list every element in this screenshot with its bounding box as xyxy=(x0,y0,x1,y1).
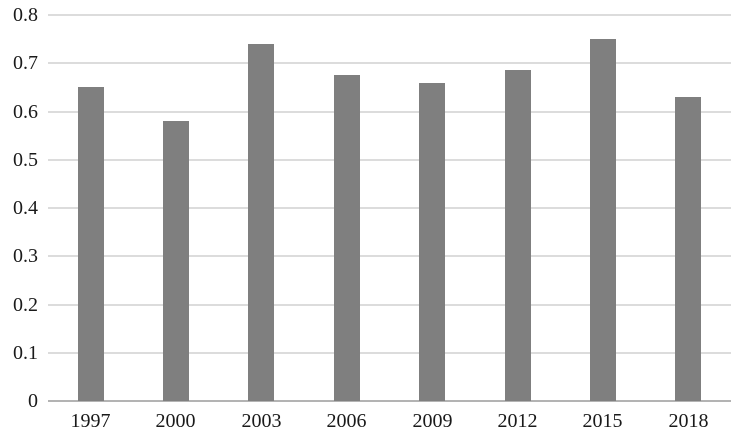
bar-1997 xyxy=(78,87,104,401)
y-tick-label: 0 xyxy=(28,390,38,412)
x-tick-label: 2012 xyxy=(497,410,538,432)
y-tick-label: 0.3 xyxy=(13,245,38,267)
gridline xyxy=(48,14,731,16)
x-tick-label: 1997 xyxy=(70,410,111,432)
x-tick-label: 2003 xyxy=(241,410,282,432)
gridline xyxy=(48,207,731,209)
gridline xyxy=(48,255,731,257)
y-tick-label: 0.6 xyxy=(13,101,38,123)
y-tick-label: 0.2 xyxy=(13,294,38,316)
x-tick-label: 2015 xyxy=(582,410,623,432)
bar-2003 xyxy=(248,44,274,401)
y-tick-label: 0.8 xyxy=(13,4,38,26)
y-tick-label: 0.4 xyxy=(13,197,38,219)
gridline xyxy=(48,111,731,113)
bar-2000 xyxy=(163,121,189,401)
bar-2006 xyxy=(334,75,360,401)
gridline xyxy=(48,62,731,64)
gridline xyxy=(48,159,731,161)
bar-2012 xyxy=(505,70,531,401)
gridline xyxy=(48,352,731,354)
bar-2009 xyxy=(419,83,445,401)
y-tick-label: 0.1 xyxy=(13,342,38,364)
y-tick-label: 0.7 xyxy=(13,52,38,74)
y-tick-label: 0.5 xyxy=(13,149,38,171)
x-axis-line xyxy=(48,400,731,402)
x-tick-label: 2009 xyxy=(412,410,453,432)
x-tick-label: 2000 xyxy=(155,410,196,432)
x-tick-label: 2006 xyxy=(326,410,367,432)
x-tick-label: 2018 xyxy=(668,410,709,432)
gridline xyxy=(48,304,731,306)
bar-2015 xyxy=(590,39,616,401)
bar-2018 xyxy=(675,97,701,401)
